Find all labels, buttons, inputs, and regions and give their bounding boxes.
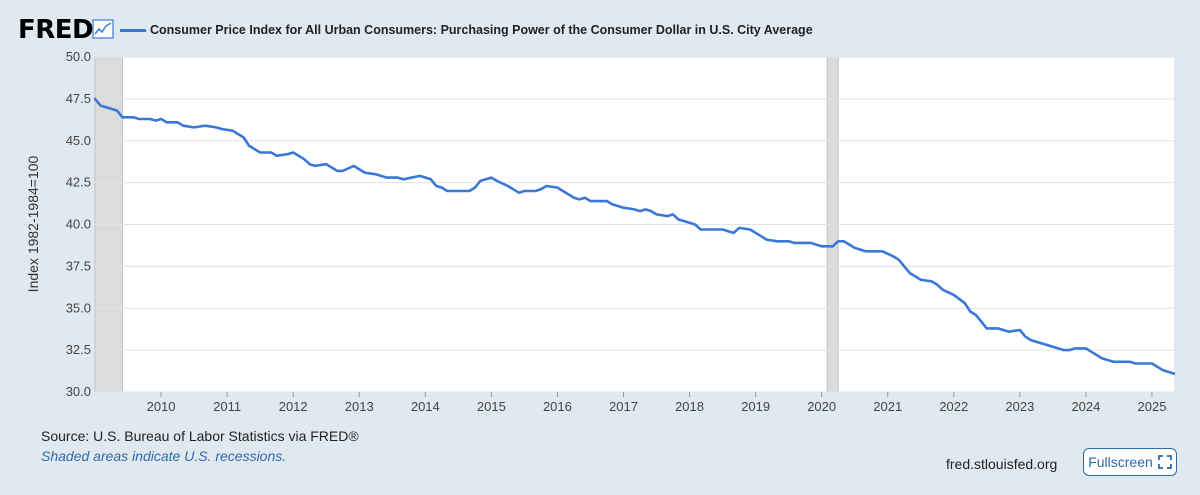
y-tick-label: 32.5 [66,342,91,357]
x-tick-label: 2014 [411,399,440,414]
y-tick-label: 45.0 [66,133,91,148]
x-tick-label: 2010 [147,399,176,414]
x-tick-label: 2013 [345,399,374,414]
site-link[interactable]: fred.stlouisfed.org [946,456,1058,472]
x-tick-label: 2023 [1005,399,1034,414]
series-line [93,97,1176,375]
x-tick-label: 2025 [1138,399,1167,414]
y-tick-label: 37.5 [66,258,91,273]
source-text: Source: U.S. Bureau of Labor Statistics … [41,428,359,444]
x-tick-label: 2024 [1071,399,1100,414]
chart-header: FRED Consumer Price Index for All Urban … [18,14,1188,48]
x-axis-ticks: 2010 2011 2012 2013 2014 2015 2016 2017 2018 2019… [147,392,1167,414]
line-chart: 30.0 32.5 35.0 37.5 40.0 42.5 45.0 47.5 50.0 201… [25,49,1176,414]
legend-swatch [120,28,146,32]
y-tick-label: 50.0 [66,49,91,64]
y-tick-label: 40.0 [66,217,91,232]
y-tick-label: 42.5 [66,175,91,190]
x-tick-label: 2020 [807,399,836,414]
x-tick-label: 2016 [543,399,572,414]
grid-lines [95,56,1174,393]
fred-logo[interactable]: FRED [18,15,94,45]
recession-note: Shaded areas indicate U.S. recessions. [41,448,287,464]
y-tick-label: 47.5 [66,91,91,106]
y-tick-label: 30.0 [66,384,91,399]
chart-legend: Consumer Price Index for All Urban Consu… [120,23,813,37]
x-tick-label: 2012 [279,399,308,414]
y-axis-ticks: 30.0 32.5 35.0 37.5 40.0 42.5 45.0 47.5 50.0 [66,49,91,399]
x-tick-label: 2018 [675,399,704,414]
fullscreen-label: Fullscreen [1088,454,1153,470]
x-tick-label: 2017 [609,399,638,414]
fullscreen-icon [1157,455,1172,469]
chart-line-icon [92,19,114,39]
x-tick-label: 2022 [939,399,968,414]
x-tick-label: 2015 [477,399,506,414]
y-axis-label: Index 1982-1984=100 [25,155,41,292]
x-tick-label: 2021 [873,399,902,414]
y-tick-label: 35.0 [66,300,91,315]
series-layer [93,97,1176,375]
x-tick-label: 2011 [213,399,241,414]
fullscreen-button[interactable]: Fullscreen [1083,448,1177,476]
x-tick-label: 2019 [741,399,770,414]
legend-label: Consumer Price Index for All Urban Consu… [150,23,813,37]
